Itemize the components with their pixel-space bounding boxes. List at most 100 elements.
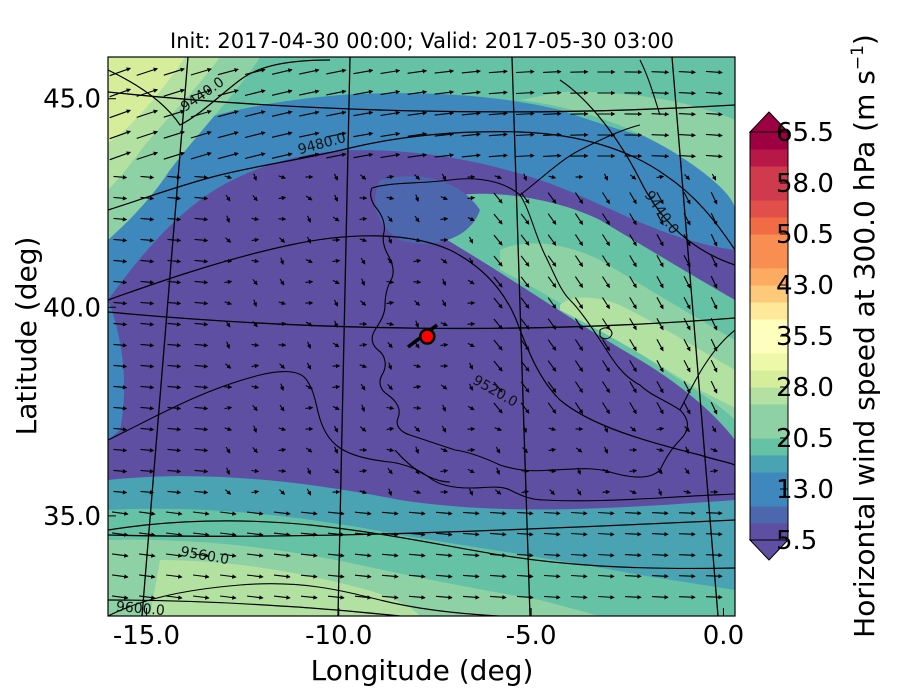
wind-arrow [224,300,232,306]
wind-arrow [574,234,584,247]
wind-arrow [306,236,312,244]
wind-arrow [278,195,287,201]
wind-arrow [194,385,209,390]
wind-arrow [278,468,287,474]
wind-arrow [705,552,723,558]
wind-arrow [387,384,393,391]
wind-arrow [495,446,501,454]
wind-arrow [651,511,669,516]
wind-arrow [547,255,557,267]
wind-arrow [225,489,232,495]
wind-arrow [244,89,266,97]
wind-arrow [380,89,401,96]
colorbar-band [750,438,788,456]
colorbar: 65.5 58.0 50.5 43.0 35.5 28.0 20.5 13.0 5.5 [748,111,834,561]
colorbar-band [750,472,788,490]
wind-arrow [167,448,182,453]
wind-arrow [251,468,260,474]
wind-arrow [543,153,562,158]
wind-arrow [407,69,428,74]
wind-arrow [140,322,155,327]
wind-arrow [167,406,182,411]
wind-arrow [493,402,503,414]
wind-arrow [273,553,291,558]
wind-arrow [574,381,584,394]
wind-arrow [576,488,582,496]
wind-arrow [656,174,665,180]
wind-arrow [656,318,664,331]
wind-arrow [683,233,691,247]
wind-arrow [414,174,421,180]
wind-arrow [489,553,507,558]
wind-arrow [224,405,233,411]
wind-arrow [521,468,530,474]
colorbar-tick-label: 50.5 [776,220,834,250]
wind-arrow [299,131,320,138]
wind-arrow [306,362,312,370]
wind-arrow [543,595,561,600]
wind-arrow [710,468,719,474]
wind-arrow [247,511,264,516]
wind-arrow [678,531,696,537]
wind-arrow [109,151,131,161]
wind-arrow [140,301,155,306]
wind-arrow [516,511,534,516]
wind-arrow [705,133,723,138]
colorbar-band [750,302,788,320]
meridian-line [141,57,189,616]
wind-arrow [380,152,401,159]
wind-arrow [683,212,691,226]
wind-arrow [543,111,562,116]
wind-arrow [167,217,182,222]
wind-arrow [251,216,260,222]
wind-arrow [710,447,718,453]
wind-arrow [166,553,183,558]
wind-arrow [354,511,372,516]
wind-arrow [306,467,311,475]
wind-arrow [440,468,449,474]
wind-arrow [194,364,209,369]
x-axis-ticks: -15.0 -10.0 -5.0 0.0 [113,608,744,651]
wind-arrow [494,174,502,180]
wind-arrow [113,343,128,348]
wind-arrow [300,574,318,579]
wind-arrow [683,296,691,310]
wind-arrow [574,339,584,352]
wind-arrow [136,109,158,118]
wind-arrow [493,381,503,393]
wind-arrow [657,488,663,496]
wind-arrow [657,467,663,475]
wind-arrow [252,320,258,328]
wind-arrow [413,258,422,264]
colorbar-band [750,370,788,388]
wind-arrow [194,259,209,264]
wind-arrow [354,532,372,537]
wind-arrow [602,213,610,226]
wind-arrow [683,317,691,331]
wind-arrow [381,511,399,516]
y-tick-label: 45.0 [43,85,101,115]
wind-arrow [656,234,664,247]
colorbar-band [750,455,788,473]
wind-arrow [547,213,557,225]
wind-arrow [705,510,723,516]
wind-arrow [113,385,128,390]
wind-arrow [113,469,128,474]
wind-arrow [467,195,476,201]
x-tick-label: -10.0 [305,621,372,651]
wind-arrow [333,173,339,181]
wind-arrow [225,215,231,223]
wind-arrow [651,132,670,138]
wind-arrow [683,489,692,495]
wind-arrow [602,234,610,247]
wind-arrow [327,532,345,537]
wind-arrow [386,174,395,180]
wind-arrow [300,595,318,600]
wind-arrow [360,404,366,412]
wind-arrow [271,110,293,117]
wind-arrow [414,194,420,202]
wind-arrow [576,467,581,475]
wind-arrow [353,68,374,75]
